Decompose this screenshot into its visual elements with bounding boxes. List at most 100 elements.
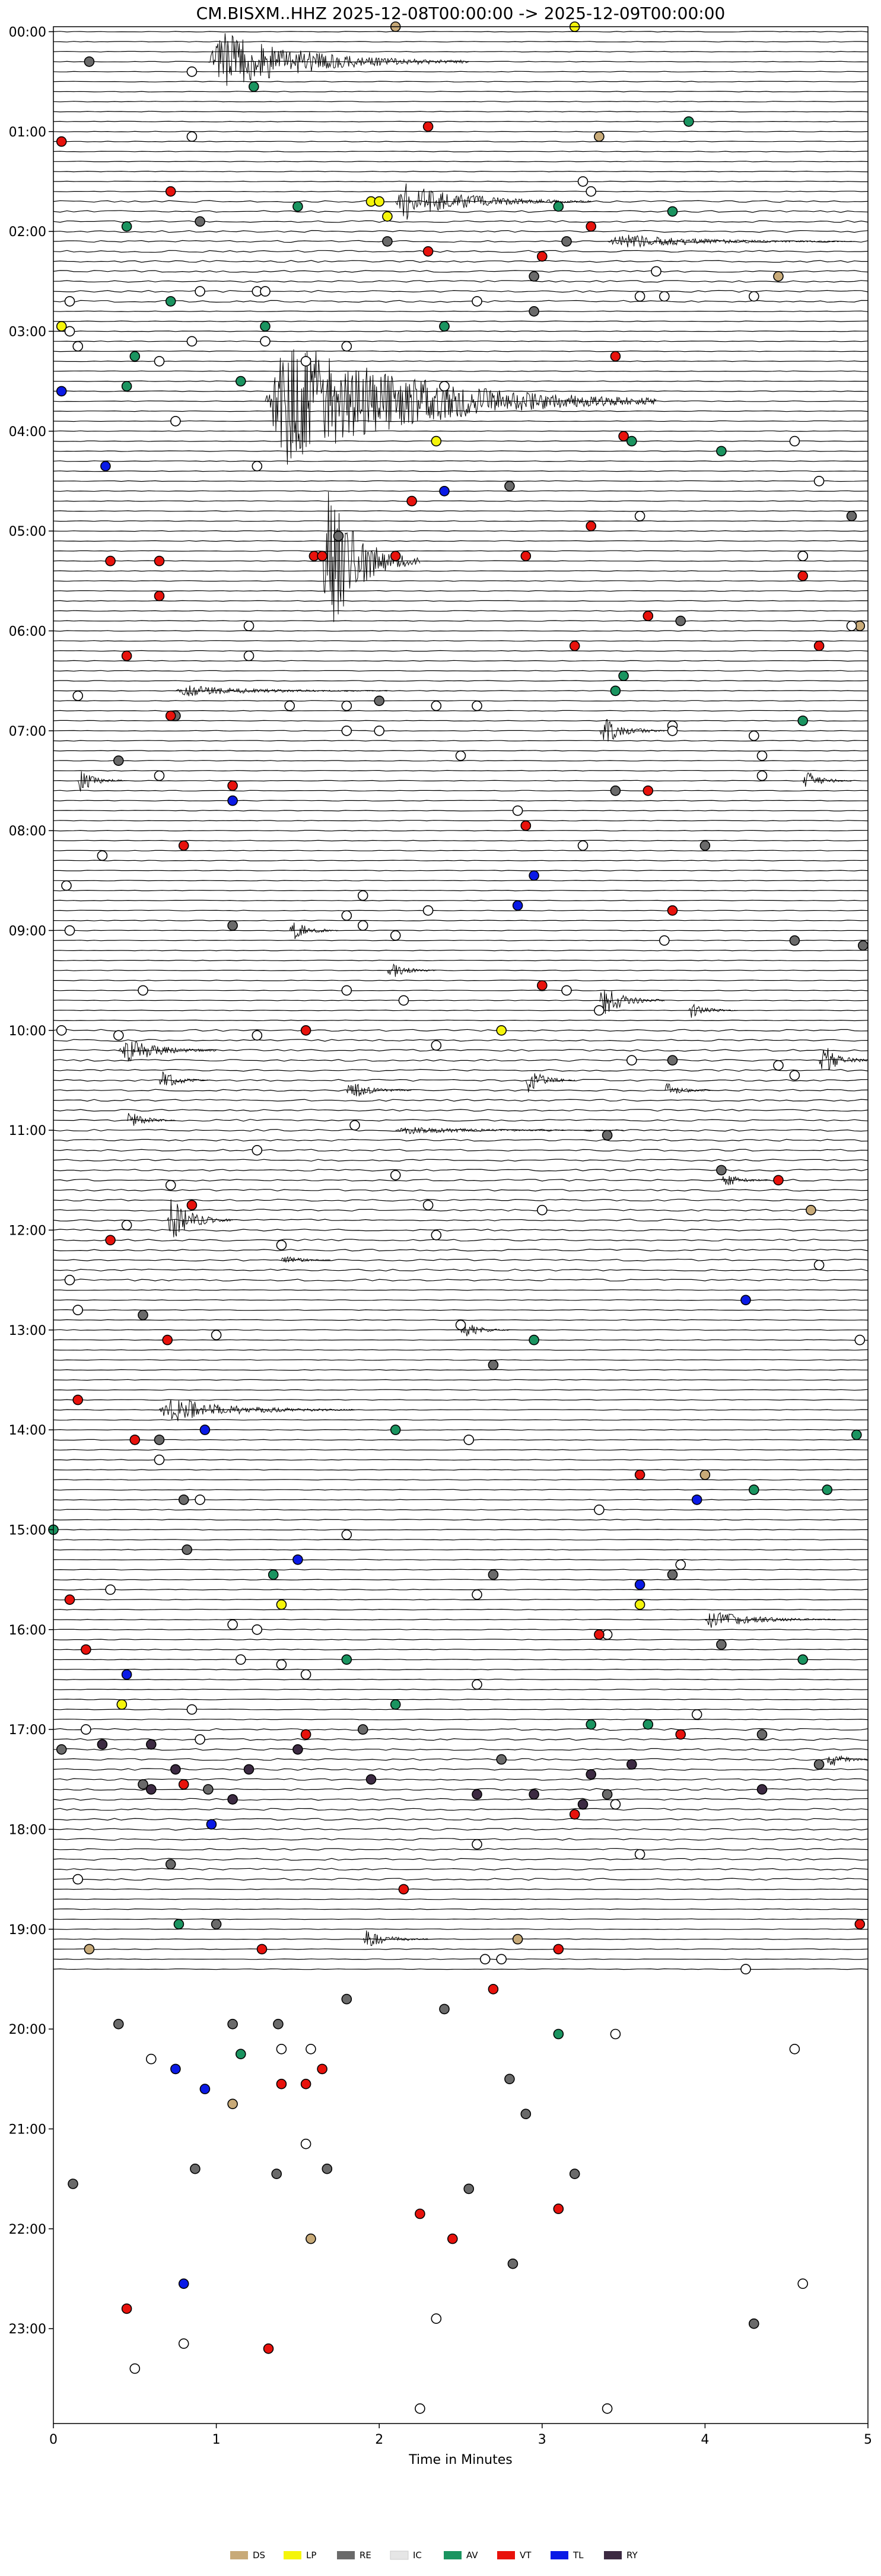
legend-label-re: RE xyxy=(360,2550,371,2561)
marker-re xyxy=(846,510,857,521)
marker-vt xyxy=(667,905,678,916)
trace-line xyxy=(53,270,869,273)
marker-ry xyxy=(292,1744,303,1755)
marker-ic xyxy=(536,1204,548,1216)
marker-re xyxy=(113,2018,124,2030)
trace-line xyxy=(53,1599,869,1601)
trace-line xyxy=(53,1958,869,1960)
marker-vt xyxy=(263,2343,274,2354)
trace-line xyxy=(53,1589,869,1591)
marker-ic xyxy=(431,1230,442,1241)
legend-swatch-ry xyxy=(604,2551,622,2559)
marker-vt xyxy=(398,1884,409,1895)
marker-vt xyxy=(81,1644,91,1655)
marker-ic xyxy=(260,336,271,347)
marker-tl xyxy=(199,1424,211,1435)
marker-tl xyxy=(121,1669,132,1680)
marker-ic xyxy=(740,1964,751,1974)
trace-line xyxy=(53,720,869,722)
marker-ic xyxy=(431,2313,442,2324)
marker-re xyxy=(813,1759,825,1770)
marker-av xyxy=(618,670,629,681)
event-waveform xyxy=(387,963,437,977)
marker-vt xyxy=(227,780,238,791)
marker-tl xyxy=(56,386,67,397)
y-tick-label: 01:00 xyxy=(9,125,46,140)
trace-line xyxy=(53,1309,869,1311)
trace-line xyxy=(53,1449,868,1451)
marker-ry xyxy=(472,1789,482,1800)
legend-swatch-ds xyxy=(230,2551,248,2559)
legend-label-vt: VT xyxy=(520,2550,532,2561)
marker-vt xyxy=(422,121,434,132)
marker-ic xyxy=(749,730,759,741)
marker-vt xyxy=(520,820,532,831)
marker-re xyxy=(211,1919,222,1930)
trace-line xyxy=(53,1559,868,1561)
marker-vt xyxy=(773,1175,784,1186)
trace-line xyxy=(53,1099,869,1102)
trace-line xyxy=(53,680,869,682)
trace-line xyxy=(53,600,869,602)
y-tick-label: 09:00 xyxy=(9,924,46,939)
marker-ic xyxy=(756,770,768,781)
trace-line xyxy=(53,909,869,911)
marker-ic xyxy=(243,650,255,662)
trace-line xyxy=(53,790,869,791)
event-waveform xyxy=(819,1048,869,1071)
trace-line xyxy=(53,959,869,962)
marker-re xyxy=(154,1435,165,1445)
marker-re xyxy=(610,785,621,796)
trace-line xyxy=(53,1569,869,1570)
event-waveform xyxy=(265,349,657,465)
trace-line xyxy=(53,820,869,822)
marker-ic xyxy=(594,1505,605,1515)
marker-ic xyxy=(813,476,825,486)
trace-line xyxy=(53,990,869,991)
marker-ic xyxy=(341,700,352,711)
marker-ic xyxy=(357,890,368,901)
trace-line xyxy=(53,1439,869,1441)
marker-ic xyxy=(472,296,482,307)
trace-line xyxy=(53,1209,869,1211)
trace-line xyxy=(53,1188,869,1192)
marker-ic xyxy=(577,176,589,187)
marker-ic xyxy=(634,1849,645,1860)
marker-ry xyxy=(243,1764,255,1775)
trace-line xyxy=(53,1618,869,1621)
trace-line xyxy=(53,1198,869,1202)
trace-line xyxy=(53,250,869,253)
trace-line xyxy=(53,1758,869,1761)
trace-line xyxy=(53,530,869,532)
trace-line xyxy=(53,1738,868,1741)
trace-line xyxy=(53,979,869,981)
marker-vt xyxy=(594,1629,605,1640)
marker-vt xyxy=(813,640,825,651)
marker-re xyxy=(203,1784,214,1795)
marker-ic xyxy=(146,2053,157,2065)
trace-line xyxy=(53,190,869,192)
y-tick-label: 00:00 xyxy=(9,25,46,40)
marker-av xyxy=(553,2028,564,2040)
marker-re xyxy=(357,1724,368,1735)
marker-av xyxy=(121,381,132,392)
marker-vt xyxy=(569,640,580,651)
marker-ds xyxy=(806,1204,816,1216)
marker-lp xyxy=(56,321,67,332)
trace-line xyxy=(53,1768,869,1771)
marker-ic xyxy=(341,341,352,352)
marker-ic xyxy=(675,1559,686,1570)
trace-line xyxy=(53,280,869,283)
y-tick-label: 15:00 xyxy=(9,1523,46,1538)
marker-vt xyxy=(105,1235,116,1246)
marker-ic xyxy=(463,1435,475,1445)
y-tick-label: 05:00 xyxy=(9,524,46,539)
marker-ic xyxy=(602,2403,613,2414)
x-tick-label: 5 xyxy=(864,2432,872,2447)
marker-av xyxy=(173,1919,185,1930)
marker-re xyxy=(178,1494,189,1505)
marker-ic xyxy=(472,700,482,711)
marker-ic xyxy=(129,2363,141,2374)
marker-vt xyxy=(675,1729,686,1740)
marker-ds xyxy=(84,1944,95,1955)
